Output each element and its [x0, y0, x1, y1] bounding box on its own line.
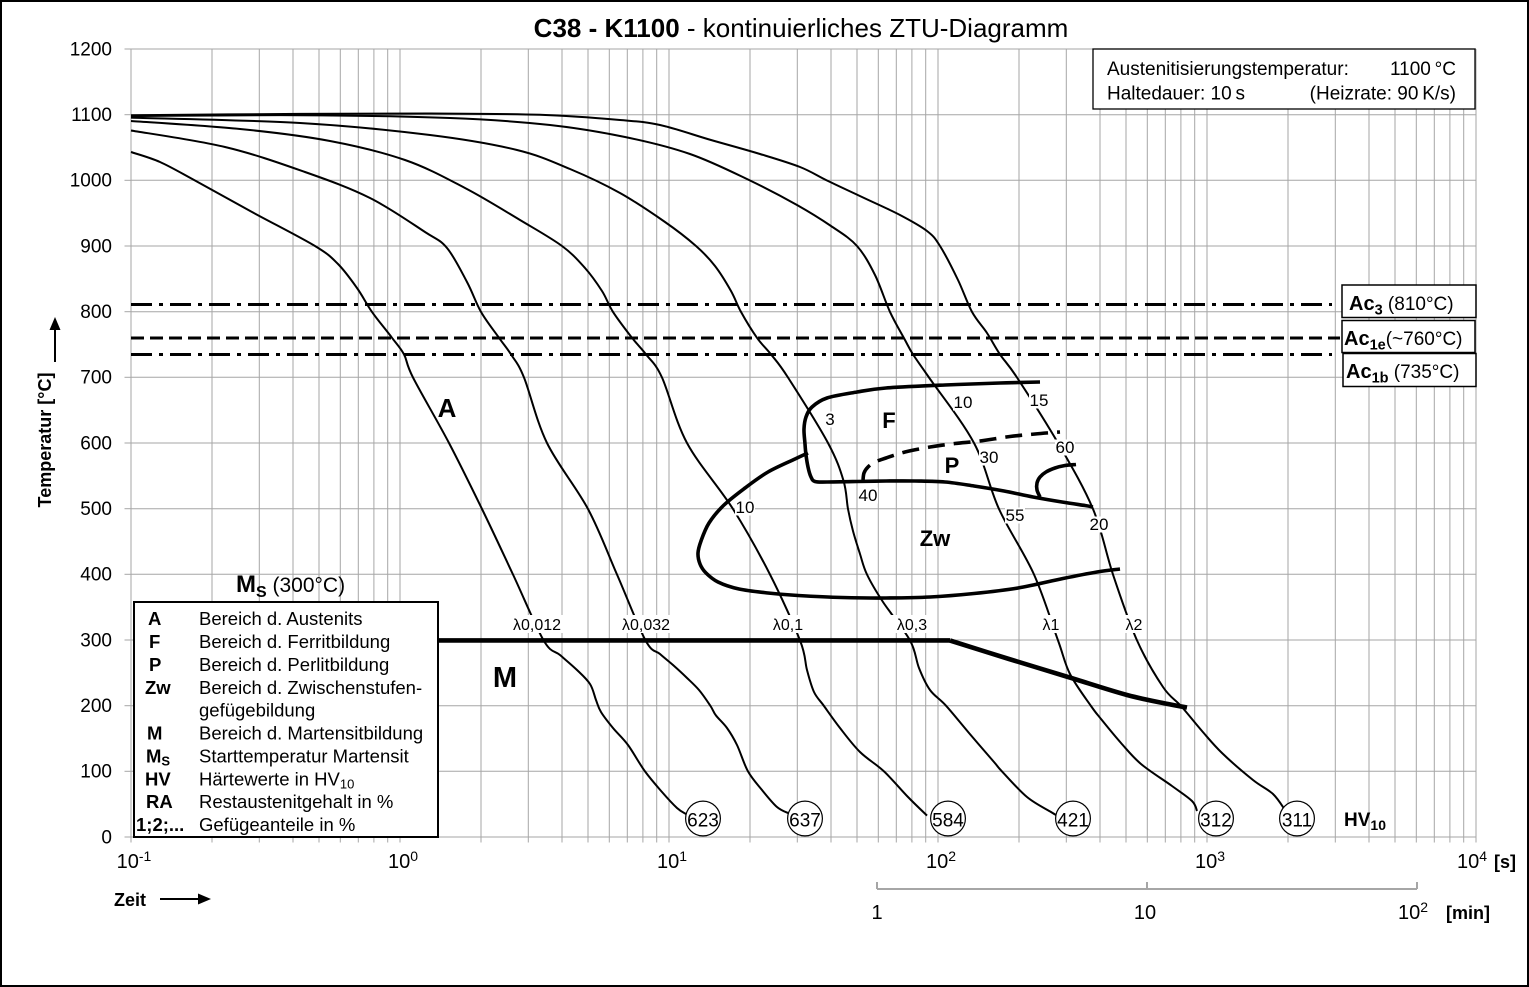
svg-text:P: P [149, 654, 161, 675]
svg-text:20: 20 [1090, 515, 1109, 534]
svg-text:λ0,012: λ0,012 [513, 617, 561, 634]
svg-text:Ac1b (735°C): Ac1b (735°C) [1346, 361, 1459, 387]
svg-text:Gefügeanteile in %: Gefügeanteile in % [199, 814, 355, 835]
svg-text:RA: RA [146, 791, 173, 812]
svg-text:M: M [493, 662, 517, 694]
svg-text:Ac1e(~760°C): Ac1e(~760°C) [1344, 328, 1463, 354]
svg-text:312: 312 [1200, 811, 1232, 832]
svg-text:Härtewerte in HV10: Härtewerte in HV10 [199, 768, 354, 791]
svg-text:HV: HV [145, 768, 171, 789]
svg-text:Haltedauer: 10 s: Haltedauer: 10 s [1107, 84, 1245, 105]
svg-text:Bereich d. Perlitbildung: Bereich d. Perlitbildung [199, 654, 389, 675]
svg-text:200: 200 [80, 696, 112, 717]
svg-text:F: F [882, 408, 895, 433]
svg-text:300: 300 [80, 630, 112, 651]
svg-text:Zw: Zw [145, 677, 171, 698]
svg-text:1: 1 [871, 902, 882, 924]
svg-text:1100 °C: 1100 °C [1390, 59, 1456, 80]
svg-text:[s]: [s] [1494, 852, 1516, 872]
svg-text:400: 400 [80, 565, 112, 586]
svg-text:3: 3 [825, 410, 834, 429]
svg-text:500: 500 [80, 499, 112, 520]
svg-text:55: 55 [1006, 506, 1025, 525]
svg-text:1000: 1000 [70, 171, 112, 192]
svg-text:100: 100 [80, 762, 112, 783]
svg-text:Bereich d. Austenits: Bereich d. Austenits [199, 608, 363, 629]
svg-text:1;2;...: 1;2;... [136, 814, 184, 835]
svg-text:637: 637 [789, 811, 821, 832]
svg-text:C38 - K1100 - kontinuierliches: C38 - K1100 - kontinuierliches ZTU-Diagr… [534, 13, 1069, 43]
svg-text:gefügebildung: gefügebildung [199, 700, 315, 721]
svg-text:600: 600 [80, 433, 112, 454]
svg-text:Starttemperatur Martensit: Starttemperatur Martensit [199, 745, 409, 766]
svg-text:λ0,3: λ0,3 [897, 617, 927, 634]
svg-text:A: A [438, 393, 457, 423]
svg-text:P: P [945, 453, 960, 478]
svg-text:λ1: λ1 [1043, 617, 1060, 634]
svg-text:Austenitisierungstemperatur:: Austenitisierungstemperatur: [1107, 59, 1349, 80]
svg-text:311: 311 [1282, 811, 1312, 832]
svg-text:(Heizrate: 90 K/s): (Heizrate: 90 K/s) [1310, 84, 1456, 105]
svg-text:M: M [147, 723, 162, 744]
svg-text:Bereich d. Martensitbildung: Bereich d. Martensitbildung [199, 723, 423, 744]
svg-text:10: 10 [1134, 902, 1156, 924]
svg-text:Temperatur [°C]: Temperatur [°C] [35, 373, 55, 508]
svg-text:λ0,1: λ0,1 [773, 617, 803, 634]
svg-text:10: 10 [954, 393, 973, 412]
svg-text:Zeit: Zeit [114, 890, 146, 910]
svg-text:Bereich d. Zwischenstufen-: Bereich d. Zwischenstufen- [199, 677, 422, 698]
svg-text:584: 584 [932, 811, 964, 832]
svg-text:900: 900 [80, 236, 112, 257]
svg-text:[min]: [min] [1446, 903, 1490, 923]
svg-text:700: 700 [80, 368, 112, 389]
svg-text:0: 0 [101, 827, 112, 848]
svg-text:10: 10 [736, 498, 755, 517]
svg-text:60: 60 [1056, 438, 1075, 457]
svg-text:15: 15 [1030, 391, 1049, 410]
svg-text:Bereich d. Ferritbildung: Bereich d. Ferritbildung [199, 631, 390, 652]
svg-text:30: 30 [980, 448, 999, 467]
svg-text:A: A [148, 608, 161, 629]
svg-text:1100: 1100 [71, 105, 112, 126]
svg-text:Zw: Zw [920, 526, 951, 551]
svg-text:Ac3 (810°C): Ac3 (810°C) [1349, 293, 1454, 319]
svg-text:F: F [149, 631, 160, 652]
svg-text:λ2: λ2 [1126, 617, 1143, 634]
svg-text:421: 421 [1057, 811, 1089, 832]
svg-text:40: 40 [859, 486, 878, 505]
svg-text:λ0,032: λ0,032 [622, 617, 670, 634]
svg-text:623: 623 [687, 811, 719, 832]
svg-text:MS (300°C): MS (300°C) [236, 571, 345, 601]
svg-text:Restaustenitgehalt in %: Restaustenitgehalt in % [199, 791, 393, 812]
svg-text:1200: 1200 [70, 39, 112, 60]
svg-text:800: 800 [80, 302, 112, 323]
